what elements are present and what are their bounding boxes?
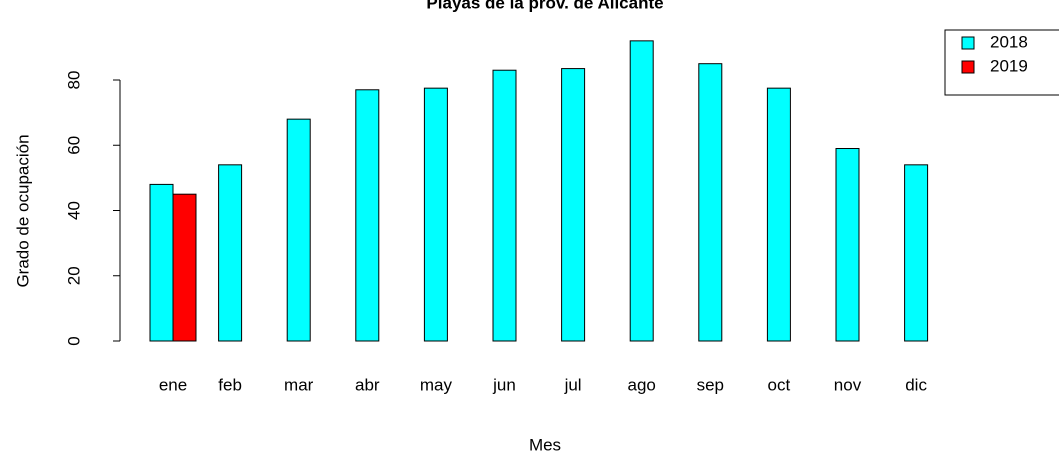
y-tick-label: 60	[64, 136, 83, 155]
chart-title: Playas de la prov. de Alicante	[426, 0, 663, 12]
bar	[355, 89, 380, 342]
x-axis-label: Mes	[529, 435, 561, 454]
bar	[172, 193, 197, 342]
x-tick-label: may	[420, 375, 453, 394]
bar	[698, 63, 723, 342]
x-tick-label: jul	[564, 375, 582, 394]
x-tick-label: ago	[628, 375, 656, 394]
x-tick-label: feb	[218, 375, 242, 394]
bar	[766, 87, 791, 342]
bar	[835, 148, 860, 342]
legend-label: 2018	[990, 32, 1028, 51]
y-tick-label: 80	[64, 71, 83, 90]
bar	[218, 164, 243, 342]
bar	[561, 68, 586, 342]
bar	[492, 69, 517, 342]
bar	[286, 118, 311, 342]
legend-swatch	[961, 60, 975, 74]
y-tick-label: 40	[64, 201, 83, 220]
x-tick-label: sep	[697, 375, 724, 394]
x-tick-label: mar	[284, 375, 314, 394]
legend-swatch	[961, 36, 975, 50]
y-tick-label: 0	[64, 336, 83, 345]
bar	[904, 164, 929, 342]
x-tick-label: ene	[159, 375, 187, 394]
y-axis-label: Grado de ocupación	[13, 134, 32, 287]
x-tick-label: oct	[768, 375, 791, 394]
x-tick-label: abr	[355, 375, 380, 394]
y-tick-label: 20	[64, 266, 83, 285]
bar	[423, 87, 448, 342]
x-tick-label: jun	[492, 375, 516, 394]
bar	[149, 183, 174, 342]
legend-label: 2019	[990, 56, 1028, 75]
x-tick-label: nov	[834, 375, 862, 394]
x-tick-label: dic	[905, 375, 927, 394]
bar	[629, 40, 654, 342]
